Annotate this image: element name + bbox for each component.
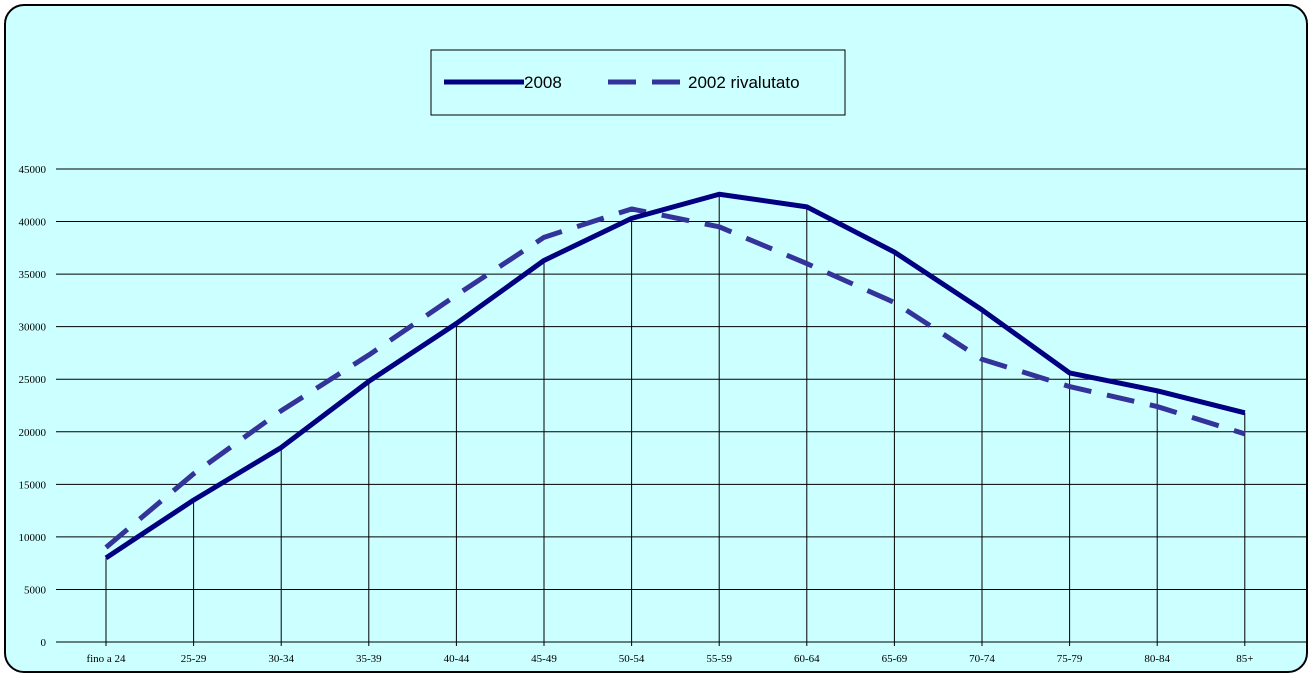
y-tick-label-15000: 15000 xyxy=(19,479,47,491)
x-tick-label-60-64: 60-64 xyxy=(794,653,820,665)
gridlines xyxy=(56,168,1306,590)
x-tick-label-80-84: 80-84 xyxy=(1144,653,1170,665)
x-tick-label-75-79: 75-79 xyxy=(1057,653,1083,665)
y-tick-label-0: 0 xyxy=(41,637,47,649)
legend-label-2008: 2008 xyxy=(524,73,562,92)
x-tick-label-fino-a-24: fino a 24 xyxy=(86,653,126,665)
category-gridlines xyxy=(105,194,1246,642)
y-tick-label-45000: 45000 xyxy=(19,164,47,176)
x-tick-label-85: 85+ xyxy=(1236,653,1253,665)
chart-frame: 2008 2002 rivalutato 0 5000 10000 15000 2000… xyxy=(4,4,1308,673)
x-tick-label-55-59: 55-59 xyxy=(706,653,732,665)
x-tick-label-35-39: 35-39 xyxy=(356,653,382,665)
x-tick-label-65-69: 65-69 xyxy=(882,653,908,665)
x-tick-label-30-34: 30-34 xyxy=(268,653,294,665)
legend: 2008 2002 rivalutato xyxy=(430,49,846,116)
y-tick-label-35000: 35000 xyxy=(19,269,47,281)
y-tick-label-20000: 20000 xyxy=(19,427,47,439)
x-tick-label-40-44: 40-44 xyxy=(444,653,470,665)
series-lines xyxy=(104,191,1246,560)
y-tick-label-25000: 25000 xyxy=(19,374,47,386)
axes: 0 5000 10000 15000 20000 25000 30000 35000 40000… xyxy=(19,164,1306,665)
x-tick-label-50-54: 50-54 xyxy=(619,653,645,665)
x-tick-label-45-49: 45-49 xyxy=(531,653,557,665)
x-tick-label-25-29: 25-29 xyxy=(181,653,207,665)
y-tick-label-40000: 40000 xyxy=(19,217,47,229)
y-tick-label-10000: 10000 xyxy=(19,532,47,544)
y-tick-label-30000: 30000 xyxy=(19,322,47,334)
line-chart: 2008 2002 rivalutato 0 5000 10000 15000 2000… xyxy=(19,49,1306,665)
y-tick-label-5000: 5000 xyxy=(24,584,47,596)
x-tick-label-70-74: 70-74 xyxy=(969,653,995,665)
legend-label-2002-rivalutato: 2002 rivalutato xyxy=(688,73,800,92)
series-line-2002-rivalutato xyxy=(104,206,1246,550)
series-line-2008 xyxy=(104,191,1246,560)
